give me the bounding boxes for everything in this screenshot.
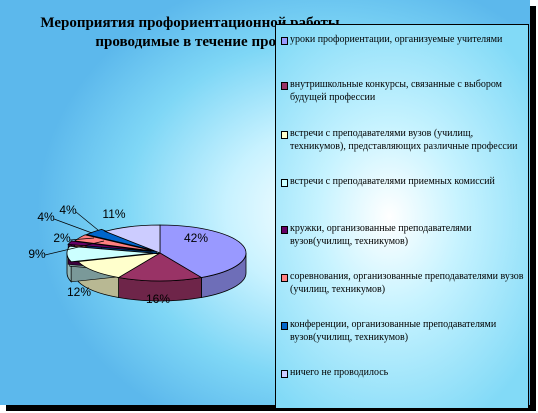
pie-label-leader (44, 240, 105, 256)
pie-slice (159, 224, 247, 278)
pie-data-label: 4% (37, 210, 55, 224)
pie-data-label: 2% (53, 231, 71, 245)
legend-swatch (281, 131, 288, 139)
pie-slice (66, 245, 154, 263)
legend-label: встречи с преподавателями приемных комис… (290, 176, 495, 187)
pie-label-leader (75, 211, 99, 231)
pie-slice (103, 224, 161, 254)
chart-title-line-1: Мероприятия профориентационной работы (40, 15, 340, 31)
legend-item: конференции, организованные преподавател… (281, 318, 524, 344)
legend-label: встречи с преподавателями вузов (училищ,… (290, 128, 518, 152)
chart-title-line-2: проводимые в течение проц (95, 34, 285, 50)
legend-label: конференции, организованные преподавател… (290, 319, 497, 343)
legend-item: кружки, организованные преподавателями в… (281, 222, 524, 248)
pie-slice (117, 252, 203, 282)
legend-label: кружки, организованные преподавателями в… (290, 223, 472, 247)
pie-data-label: 16% (146, 292, 170, 306)
legend-swatch (281, 226, 288, 234)
legend-item: внутришкольные конкурсы, связанные с выб… (281, 78, 524, 104)
legend-swatch (281, 322, 288, 330)
chart-title: Мероприятия профориентационной работы пр… (40, 14, 340, 52)
pie-label-leader (69, 237, 95, 241)
legend-label: уроки профориентации, организуемые учите… (290, 34, 503, 45)
pie-data-label: 9% (28, 247, 46, 261)
legend-label: внутришкольные конкурсы, связанные с выб… (290, 79, 502, 103)
legend-swatch (281, 82, 288, 90)
pie-tops (66, 224, 247, 282)
legend-swatch (281, 37, 288, 45)
pie-data-label: 4% (59, 203, 77, 217)
pie-data-label: 42% (184, 231, 208, 245)
pie-chart: 42% 16% 12% 9% 2% 4% 4% 11% (28, 203, 247, 306)
legend-item: встречи с преподавателями приемных комис… (281, 175, 524, 188)
legend-label: соревнования, организованные преподавате… (290, 271, 524, 295)
pie-slice (67, 240, 152, 252)
legend-label: ничего не проводилось (290, 367, 389, 378)
legend: уроки профориентации, организуемые учите… (275, 24, 529, 409)
legend-swatch (281, 179, 288, 187)
pie-slice (85, 228, 157, 252)
legend-swatch (281, 274, 288, 282)
pie-slice (77, 252, 161, 278)
slide-background: Мероприятия профориентационной работы пр… (0, 0, 530, 409)
pie-label-leader (53, 218, 93, 234)
pie-data-label: 11% (102, 207, 125, 221)
legend-item: встречи с преподавателями вузов (училищ,… (281, 127, 524, 153)
legend-item: ничего не проводилось (281, 366, 524, 379)
legend-swatch (281, 370, 288, 378)
pie-data-label: 12% (67, 285, 91, 299)
legend-item: уроки профориентации, организуемые учите… (281, 33, 524, 46)
pie-slice (73, 234, 155, 252)
legend-item: соревнования, организованные преподавате… (281, 270, 524, 296)
